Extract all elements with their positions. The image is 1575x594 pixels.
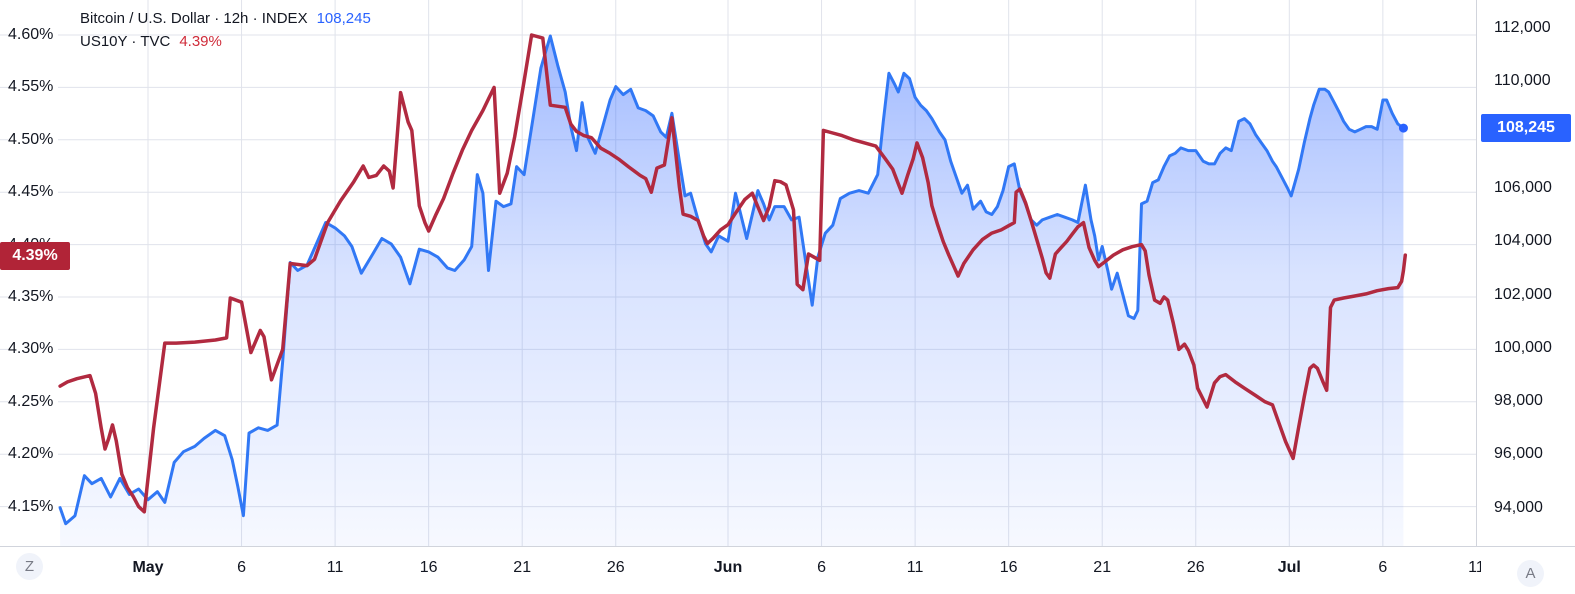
legend-symbol-btcusd: Bitcoin / U.S. Dollar · 12h · INDEX xyxy=(80,10,308,27)
right-axis-label: 102,000 xyxy=(1494,285,1552,303)
btc-price-line xyxy=(58,34,1405,526)
right-price-scale[interactable]: 94,000 96,000 98,000 100,000 102,000 104,000 1… xyxy=(1477,0,1575,546)
legend-row-btcusd[interactable]: Bitcoin / U.S. Dollar · 12h · INDEX 108,2… xyxy=(80,7,371,30)
btc-last-price-dot xyxy=(1398,123,1408,133)
right-axis-label: 104,000 xyxy=(1494,232,1552,250)
legend-value-btcusd: 108,245 xyxy=(316,10,371,27)
time-axis-label: 6 xyxy=(1378,559,1388,576)
right-axis-label: 100,000 xyxy=(1494,338,1552,356)
btc-area-fill xyxy=(60,36,1404,546)
left-axis-label: 4.35% xyxy=(8,287,59,307)
time-axis-label: 26 xyxy=(1186,559,1205,576)
time-axis-label: 16 xyxy=(419,559,438,576)
time-axis-label: 11 xyxy=(326,559,344,576)
time-axis-label: Jun xyxy=(713,559,743,576)
time-axis-label: 21 xyxy=(513,559,532,576)
right-axis-label: 112,000 xyxy=(1494,19,1551,36)
legend-row-us10y[interactable]: US10Y · TVC 4.39% xyxy=(80,30,371,53)
left-price-scale[interactable]: 4.15%4.20%4.25%4.30%4.35%4.40%4.45%4.50%… xyxy=(0,0,72,546)
right-axis-label: 110,000 xyxy=(1494,72,1551,90)
us10y-yield-line xyxy=(58,33,1408,514)
time-axis[interactable]: May 6 11 16 21 26 Jun 6 11 16 21 26 Jul 6 11 xyxy=(0,547,1481,594)
time-axis-label: 6 xyxy=(817,559,826,576)
chart-legend: Bitcoin / U.S. Dollar · 12h · INDEX 108,2… xyxy=(80,7,371,53)
time-axis-label: 11 xyxy=(1468,559,1481,576)
right-axis-label: 106,000 xyxy=(1494,178,1552,196)
time-axis-label: 26 xyxy=(606,559,625,576)
right-axis-label: 94,000 xyxy=(1494,498,1543,516)
timezone-button[interactable]: Z xyxy=(16,553,43,580)
legend-value-us10y: 4.39% xyxy=(179,33,222,50)
btc-current-value-badge: 108,245 xyxy=(1481,114,1571,142)
auto-scale-button[interactable]: A xyxy=(1517,560,1544,587)
time-axis-label: 11 xyxy=(906,559,924,576)
left-axis-label: 4.50% xyxy=(8,129,59,150)
left-axis-label: 4.45% xyxy=(8,182,59,203)
time-axis-label: 6 xyxy=(237,559,246,576)
left-axis-label: 4.15% xyxy=(8,496,59,517)
time-axis-label: Jul xyxy=(1277,559,1301,576)
us10y-current-value-badge: 4.39% xyxy=(0,242,70,270)
legend-symbol-us10y: US10Y · TVC xyxy=(80,33,171,50)
time-axis-label: May xyxy=(132,559,164,576)
left-axis-label: 4.25% xyxy=(8,391,59,412)
right-axis-label: 98,000 xyxy=(1494,392,1543,410)
left-axis-label: 4.20% xyxy=(8,444,59,465)
left-axis-label: 4.60% xyxy=(8,25,59,45)
time-axis-label: 21 xyxy=(1093,559,1112,576)
left-axis-label: 4.55% xyxy=(8,77,59,98)
left-axis-label: 4.30% xyxy=(8,339,59,360)
right-axis-label: 96,000 xyxy=(1494,445,1543,463)
time-axis-label: 16 xyxy=(999,559,1018,576)
